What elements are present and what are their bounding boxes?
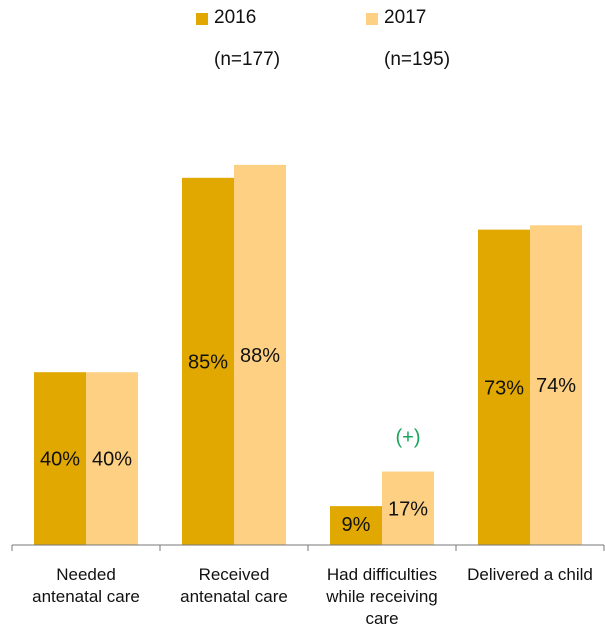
x-tick-label-3: Delivered a child [467,565,593,584]
data-label-2017-1: 88% [240,345,280,367]
bar-2016-0 [34,372,86,545]
legend-label-2017: 2017 [384,7,427,28]
x-tick-label-line: Delivered a child [467,565,593,584]
x-tick-label-line: while receiving [325,587,438,606]
bar-2016-2 [330,506,382,545]
legend-swatch-2016 [196,13,208,25]
legend-n-2016: (n=177) [214,49,281,70]
x-tick-label-line: care [365,609,398,628]
x-tick-label-line: Needed [56,565,116,584]
bar-2017-1 [234,164,286,545]
data-label-2016-2: 9% [342,514,371,536]
data-label-2016-0: 40% [40,449,80,471]
x-tick-label-line: Received [199,565,270,584]
data-label-2016-3: 73% [484,377,524,399]
x-tick-label-line: antenatal care [32,587,140,606]
legend-label-2016: 2016 [214,7,257,28]
data-label-2016-1: 85% [188,351,228,373]
legend-n-2017: (n=195) [384,49,451,70]
data-label-2017-0: 40% [92,449,132,471]
x-tick-label-1: Received antenatal care [180,565,288,606]
annotation-0: (+) [396,427,421,449]
bar-2017-2 [382,471,434,545]
x-tick-label-line: antenatal care [180,587,288,606]
x-tick-label-0: Needed antenatal care [32,565,140,606]
bar-2017-3 [530,225,582,545]
legend-swatch-2017 [366,13,378,25]
bar-2016-1 [182,177,234,546]
data-label-2017-2: 17% [388,498,428,520]
data-label-2017-3: 74% [536,375,576,397]
x-tick-label-line: Had difficulties [327,565,437,584]
bar-2016-3 [478,229,530,545]
x-tick-label-2: Had difficulties while receiving care [325,565,438,628]
bar-2017-0 [86,372,138,545]
